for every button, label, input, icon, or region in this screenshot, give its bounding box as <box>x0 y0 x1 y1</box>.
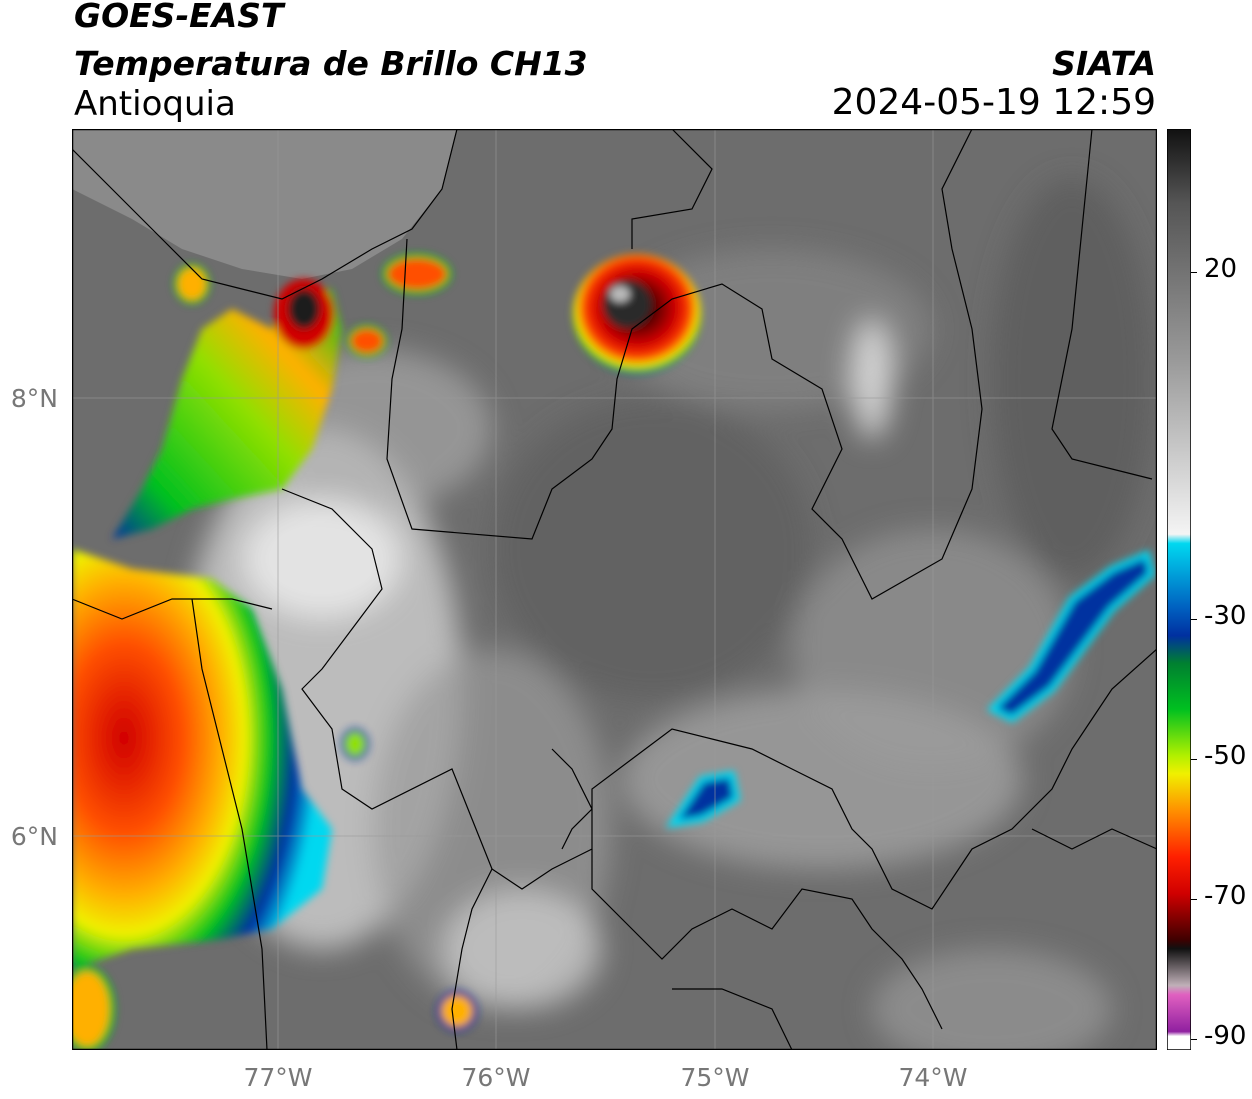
lon-label-77w: 77°W <box>243 1063 313 1092</box>
lon-label-75w: 75°W <box>680 1063 750 1092</box>
colorbar <box>1166 128 1192 1051</box>
department-border <box>386 129 983 600</box>
colorbar-label-minus70: -70 <box>1204 881 1247 911</box>
convection-west <box>72 549 332 969</box>
organization-label: SIATA <box>1052 44 1156 83</box>
title-satellite: GOES-EAST <box>74 0 284 35</box>
title-product: Temperatura de Brillo CH13 <box>74 44 588 83</box>
convection-east <box>986 549 1156 723</box>
colorbar-label-minus30: -30 <box>1204 601 1247 631</box>
region-label: Antioquia <box>74 84 236 124</box>
lon-label-74w: 74°W <box>898 1063 968 1092</box>
colorbar-label-minus90: -90 <box>1204 1021 1247 1051</box>
satellite-map <box>72 129 1157 1050</box>
lat-label-6n: 6°N <box>10 822 58 851</box>
coastline <box>72 129 458 300</box>
colorbar-gradient <box>1166 128 1192 1051</box>
convection-cell-small <box>382 253 452 295</box>
datetime-label: 2024-05-19 12:59 <box>831 82 1156 123</box>
lon-label-76w: 76°W <box>461 1063 531 1092</box>
colorbar-label-minus50: -50 <box>1204 741 1247 771</box>
lat-label-8n: 8°N <box>10 384 58 413</box>
convection-north <box>112 289 342 539</box>
sea-area <box>72 129 457 279</box>
colorbar-label-20: 20 <box>1204 254 1238 284</box>
